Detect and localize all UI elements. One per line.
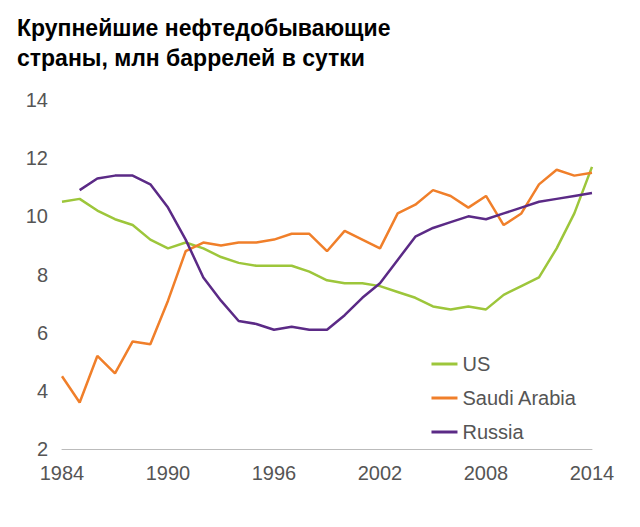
svg-text:1990: 1990 xyxy=(146,462,191,484)
svg-text:Russia: Russia xyxy=(462,421,524,443)
svg-text:8: 8 xyxy=(37,264,48,286)
svg-text:2014: 2014 xyxy=(570,462,615,484)
svg-text:14: 14 xyxy=(26,89,48,111)
svg-text:Крупнейшие нефтедобывающие: Крупнейшие нефтедобывающие xyxy=(17,15,390,41)
svg-text:2: 2 xyxy=(37,438,48,460)
svg-text:12: 12 xyxy=(26,147,48,169)
svg-text:6: 6 xyxy=(37,322,48,344)
svg-text:1996: 1996 xyxy=(252,462,297,484)
svg-text:2008: 2008 xyxy=(464,462,509,484)
svg-text:страны, млн баррелей в сутки: страны, млн баррелей в сутки xyxy=(17,45,365,71)
svg-text:2002: 2002 xyxy=(358,462,403,484)
svg-text:10: 10 xyxy=(26,205,48,227)
svg-text:4: 4 xyxy=(37,380,48,402)
svg-text:1984: 1984 xyxy=(40,462,85,484)
svg-text:Saudi Arabia: Saudi Arabia xyxy=(462,387,576,409)
svg-text:US: US xyxy=(462,353,490,375)
